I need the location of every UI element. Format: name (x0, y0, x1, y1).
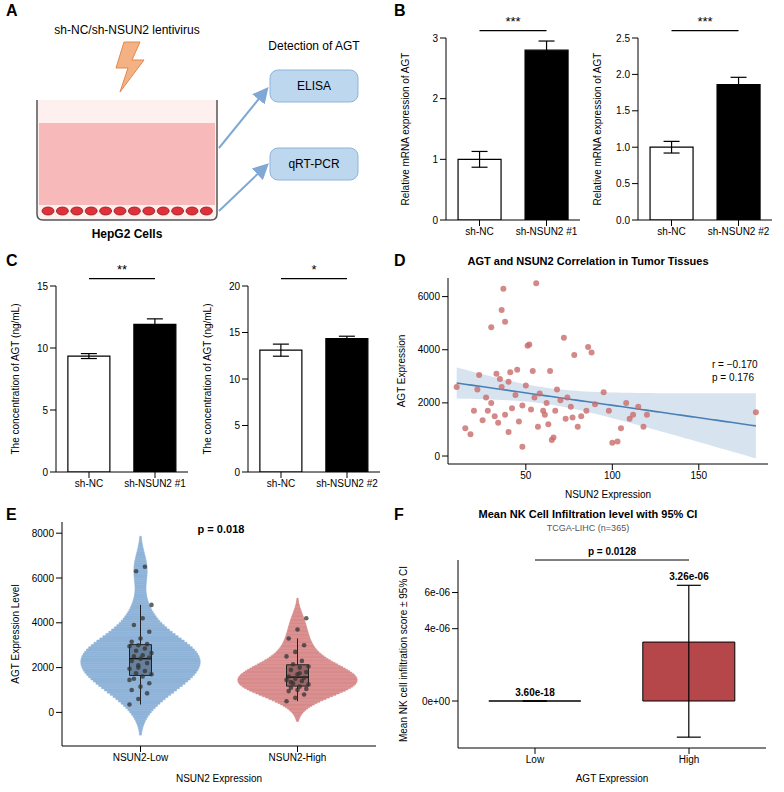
svg-text:Low: Low (526, 754, 545, 765)
html-text:E: E (6, 506, 17, 523)
svg-text:1.0: 1.0 (616, 142, 630, 153)
svg-text:5: 5 (42, 405, 48, 416)
svg-text:0: 0 (48, 707, 54, 718)
svg-text:qRT-PCR: qRT-PCR (288, 157, 339, 171)
svg-text:NSUN2-High: NSUN2-High (269, 752, 327, 763)
svg-text:4000: 4000 (32, 617, 55, 628)
svg-text:sh-NSUN2 #1: sh-NSUN2 #1 (124, 478, 186, 489)
svg-text:1: 1 (432, 154, 438, 165)
html-text:TCGA-LIHC (n=365): TCGA-LIHC (n=365) (546, 523, 630, 533)
svg-text:100: 100 (604, 470, 621, 481)
svg-text:sh-NC: sh-NC (465, 226, 493, 237)
svg-text:AGT Expression: AGT Expression (576, 773, 649, 784)
svg-text:*: * (311, 262, 316, 277)
svg-text:10: 10 (37, 343, 49, 354)
svg-text:4000: 4000 (418, 344, 441, 355)
svg-text:2000: 2000 (418, 397, 441, 408)
svg-text:2.0: 2.0 (616, 69, 630, 80)
svg-text:***: *** (697, 14, 712, 29)
svg-text:3: 3 (432, 33, 438, 44)
svg-text:The concentration of AGT (ng/m: The concentration of AGT (ng/mL) (202, 303, 213, 454)
html-text:AGT and NSUN2 Correlation in T: AGT and NSUN2 Correlation in Tumor Tissu… (467, 255, 709, 267)
svg-text:p = 0.0128: p = 0.0128 (588, 546, 637, 557)
svg-text:2000: 2000 (32, 662, 55, 673)
html-text:p = 0.176: p = 0.176 (712, 372, 754, 383)
svg-text:NSUN2 Expression: NSUN2 Expression (176, 773, 262, 784)
html-text:B: B (394, 2, 406, 19)
html-text:r = −0.170: r = −0.170 (712, 359, 758, 370)
svg-text:Relative mRNA expression of AG: Relative mRNA expression of AGT (400, 53, 411, 206)
svg-text:sh-NC/sh-NSUN2 lentivirus: sh-NC/sh-NSUN2 lentivirus (54, 23, 199, 37)
svg-text:2: 2 (432, 93, 438, 104)
svg-text:***: *** (505, 14, 520, 29)
svg-text:Relative mRNA expression of AG: Relative mRNA expression of AGT (592, 53, 603, 206)
svg-text:0: 0 (234, 467, 240, 478)
svg-text:ELISA: ELISA (297, 79, 331, 93)
svg-text:sh-NSUN2 #1: sh-NSUN2 #1 (516, 226, 578, 237)
svg-text:8000: 8000 (32, 528, 55, 539)
svg-text:sh-NC: sh-NC (267, 478, 295, 489)
svg-text:150: 150 (690, 470, 707, 481)
svg-text:6000: 6000 (418, 291, 441, 302)
html-text:p = 0.018: p = 0.018 (197, 523, 245, 535)
html-text:F: F (394, 506, 404, 523)
svg-text:sh-NSUN2 #2: sh-NSUN2 #2 (708, 226, 770, 237)
svg-text:3.60e-18: 3.60e-18 (515, 687, 555, 698)
svg-text:0.0: 0.0 (616, 215, 630, 226)
svg-text:0.5: 0.5 (616, 178, 630, 189)
svg-text:sh-NC: sh-NC (75, 478, 103, 489)
svg-text:HepG2 Cells: HepG2 Cells (92, 227, 163, 241)
svg-text:0e+00: 0e+00 (422, 696, 451, 707)
svg-text:0: 0 (434, 451, 440, 462)
svg-text:AGT Expression Level: AGT Expression Level (10, 584, 21, 683)
svg-text:sh-NC: sh-NC (657, 226, 685, 237)
html-text:A: A (6, 2, 18, 19)
svg-text:15: 15 (229, 327, 241, 338)
svg-text:6000: 6000 (32, 573, 55, 584)
svg-text:0: 0 (42, 467, 48, 478)
svg-text:0: 0 (432, 215, 438, 226)
svg-text:15: 15 (37, 281, 49, 292)
svg-text:The concentration of AGT (ng/m: The concentration of AGT (ng/mL) (10, 303, 21, 454)
svg-text:NSUN2-Low: NSUN2-Low (113, 752, 169, 763)
svg-text:5: 5 (234, 420, 240, 431)
svg-text:sh-NSUN2 #2: sh-NSUN2 #2 (316, 478, 378, 489)
svg-text:Mean NK cell infiltration scor: Mean NK cell infiltration score ± 95% CI (398, 566, 409, 742)
html-text:C: C (6, 252, 18, 269)
html-text:D: D (394, 252, 406, 269)
svg-text:1.5: 1.5 (616, 105, 630, 116)
svg-text:50: 50 (520, 470, 532, 481)
html-text:Mean NK Cell Infiltration leve: Mean NK Cell Infiltration level with 95%… (478, 508, 698, 520)
svg-text:6e-06: 6e-06 (424, 587, 450, 598)
svg-text:10: 10 (229, 374, 241, 385)
svg-text:AGT Expression: AGT Expression (396, 335, 407, 408)
svg-text:NSUN2 Expression: NSUN2 Expression (565, 489, 651, 500)
svg-text:2.5: 2.5 (616, 33, 630, 44)
svg-text:20: 20 (229, 281, 241, 292)
svg-text:**: ** (117, 262, 127, 277)
svg-text:Detection of AGT: Detection of AGT (268, 39, 360, 53)
svg-text:3.26e-06: 3.26e-06 (669, 571, 709, 582)
svg-text:High: High (679, 754, 700, 765)
svg-text:4e-06: 4e-06 (424, 623, 450, 634)
